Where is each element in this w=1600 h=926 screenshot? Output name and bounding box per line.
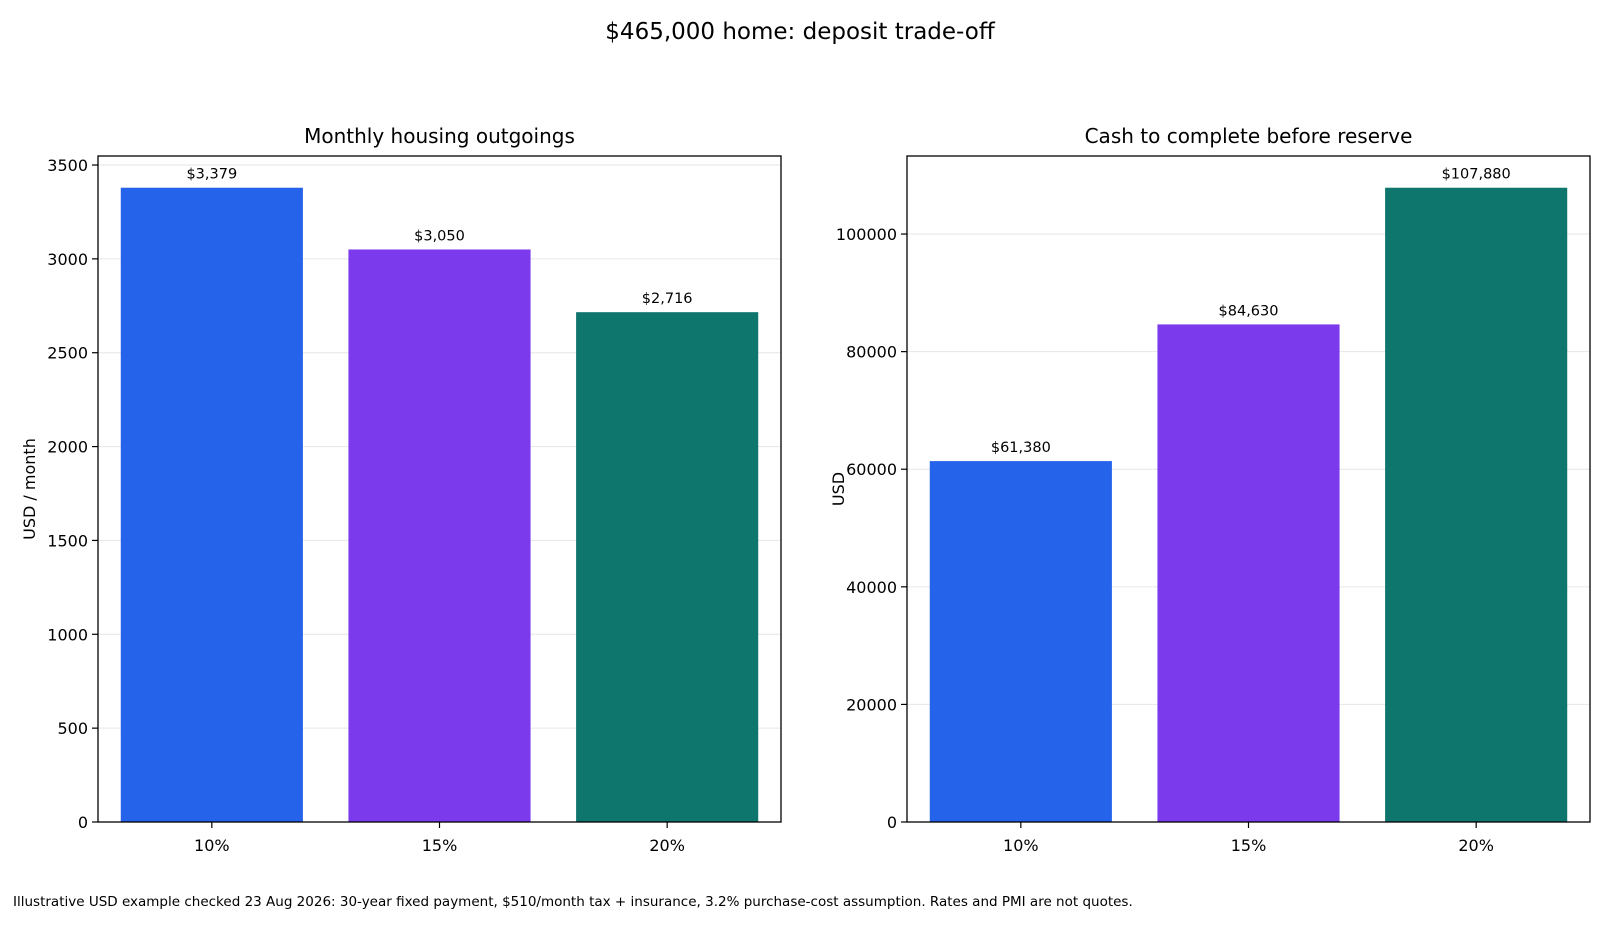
x-tick-label: 20% (1458, 836, 1494, 855)
bar-data-label: $2,716 (642, 291, 693, 307)
bar-20pct (576, 312, 759, 822)
y-tick-label: 40000 (846, 578, 897, 597)
y-tick-label: 1000 (47, 625, 88, 644)
subplot-title: Cash to complete before reserve (1085, 124, 1413, 148)
bar-15pct (348, 249, 531, 822)
y-tick-label: 0 (78, 813, 88, 832)
y-tick-label: 3500 (47, 156, 88, 175)
y-tick-label: 2000 (47, 438, 88, 457)
bar-data-label: $3,050 (414, 228, 465, 244)
y-axis-label: USD (829, 472, 848, 506)
x-tick-label: 10% (194, 836, 230, 855)
figure-title: $465,000 home: deposit trade-off (605, 19, 996, 45)
x-tick-label: 15% (422, 836, 458, 855)
footnote: Illustrative USD example checked 23 Aug … (13, 894, 1133, 910)
y-tick-label: 100000 (836, 225, 897, 244)
bar-20pct (1385, 187, 1568, 822)
bar-10pct (929, 461, 1112, 822)
y-tick-label: 60000 (846, 460, 897, 479)
x-tick-label: 20% (649, 836, 685, 855)
y-axis-label: USD / month (20, 438, 39, 540)
cash-to-complete-chart: $61,380 $84,630 $107,880 0 20000 40000 60000 80… (829, 124, 1591, 855)
bar-data-label: $3,379 (186, 167, 237, 183)
bar-10pct (120, 187, 303, 823)
x-tick-label: 15% (1231, 836, 1267, 855)
bar-data-label: $61,380 (991, 440, 1051, 456)
bar-data-label: $107,880 (1442, 167, 1511, 183)
x-tick-label: 10% (1003, 836, 1039, 855)
bar-data-label: $84,630 (1219, 303, 1279, 319)
bar-15pct (1157, 324, 1340, 822)
subplot-title: Monthly housing outgoings (304, 124, 575, 148)
y-tick-label: 1500 (47, 531, 88, 550)
y-tick-label: 2500 (47, 344, 88, 363)
y-tick-label: 500 (57, 719, 88, 738)
y-tick-label: 20000 (846, 695, 897, 714)
monthly-outgoings-chart: $3,379 $3,050 $2,716 0 500 1000 1500 2000 2500 30… (20, 124, 782, 855)
y-tick-label: 0 (887, 813, 897, 832)
y-tick-label: 3000 (47, 250, 88, 269)
y-tick-label: 80000 (846, 343, 897, 362)
